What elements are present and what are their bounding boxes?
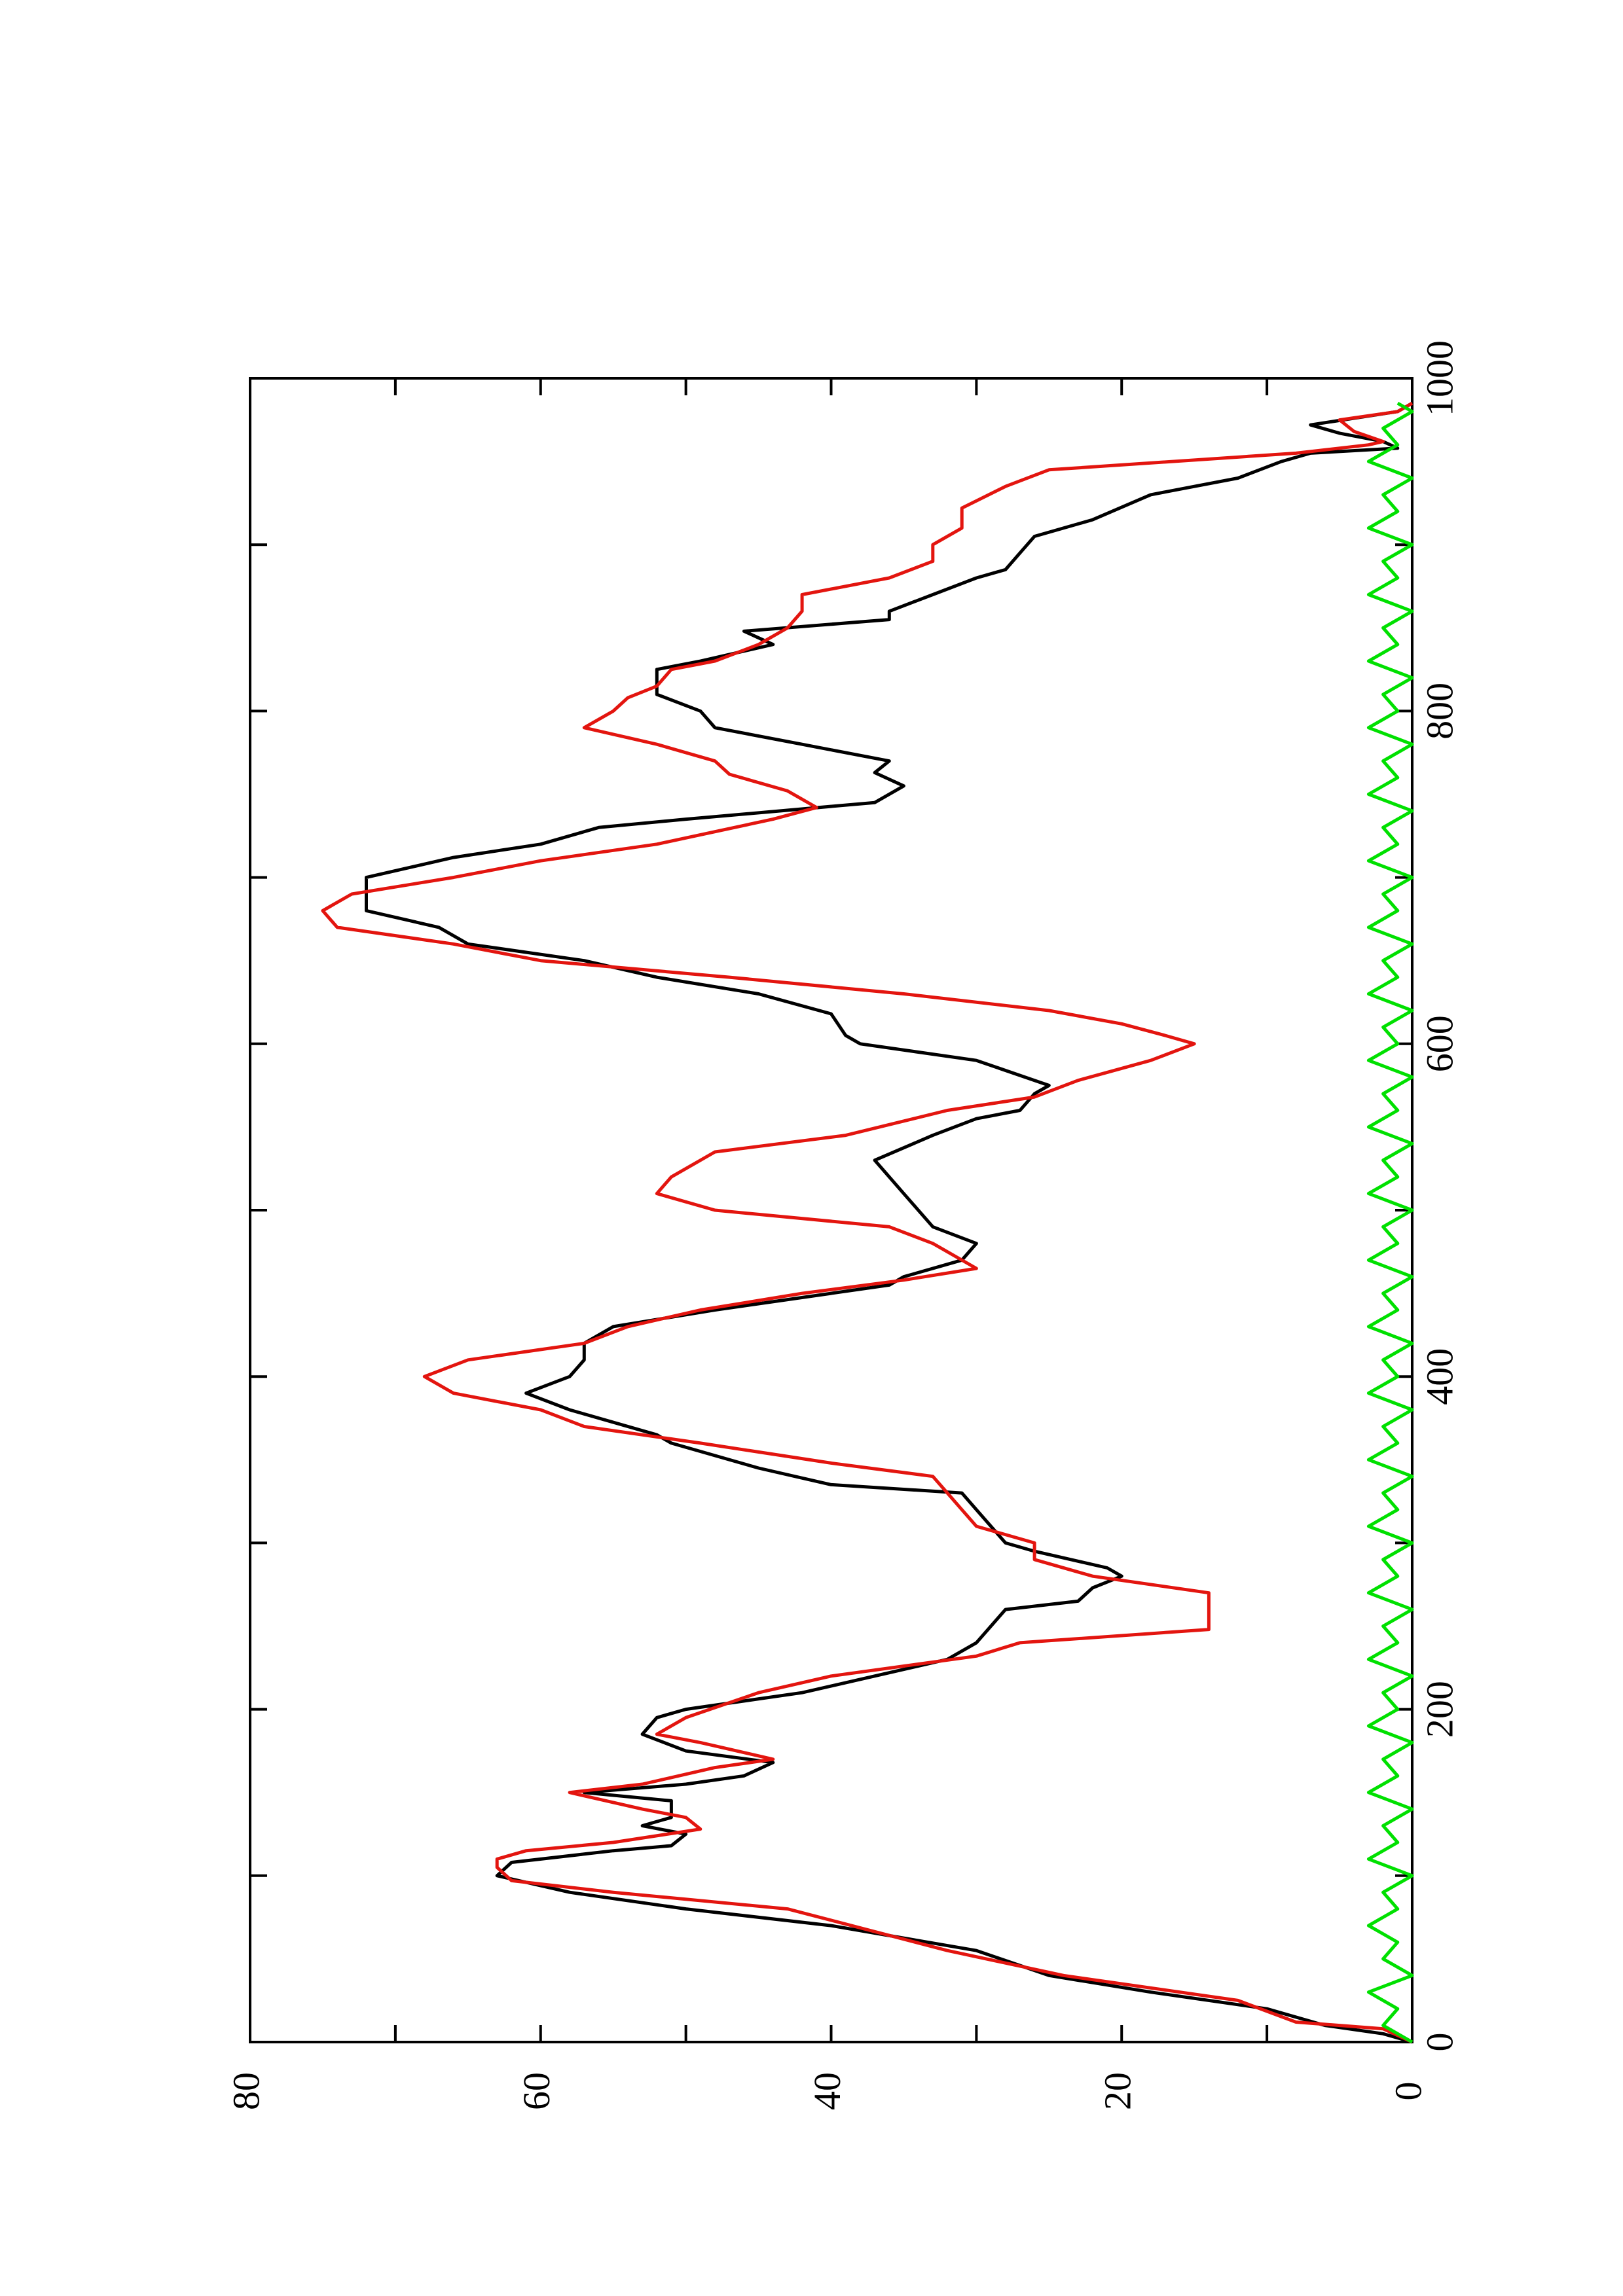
series-line-3 [1366,401,1414,2044]
series-line-1 [365,401,1413,2044]
y-tick-label: 80 [225,2072,267,2110]
x-tick-label: 800 [1418,683,1461,740]
y-tick-label: 0 [1387,2082,1429,2101]
y-tick-label: 40 [806,2072,848,2110]
y-tick-label: 60 [515,2072,558,2110]
x-tick-label: 200 [1418,1681,1461,1738]
x-tick-label: 1000 [1418,340,1461,416]
x-tick-label: 600 [1418,1015,1461,1072]
series-line-2 [321,401,1413,2044]
x-tick-label: 0 [1418,2033,1461,2052]
x-tick-label: 400 [1418,1348,1461,1405]
y-tick-label: 20 [1097,2072,1139,2110]
plot-area: 0 200 400 600 800 1000 0 20 40 60 80 [225,340,1461,2110]
plot-frame [249,377,1413,2043]
